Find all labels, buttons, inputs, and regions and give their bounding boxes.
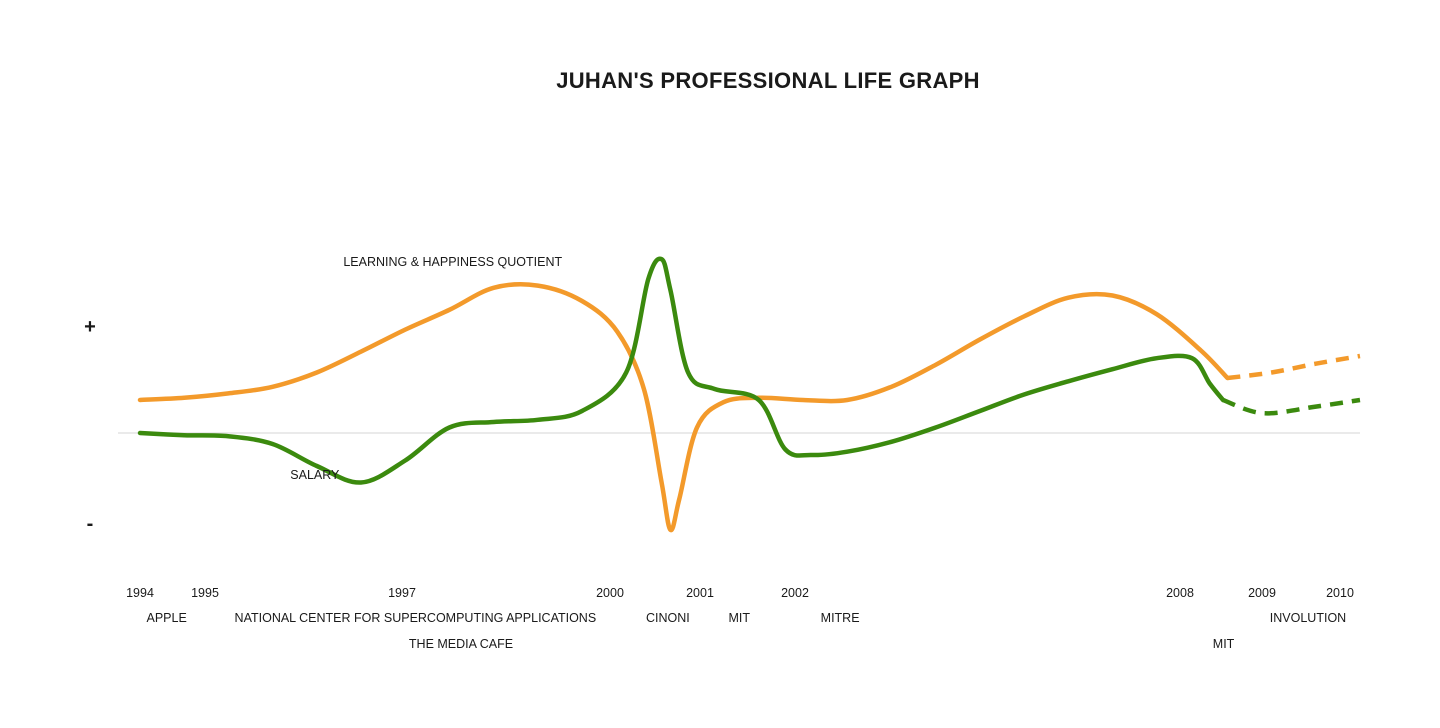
series-line-salary <box>137 256 1226 485</box>
series-line-learning-projected <box>1227 353 1361 381</box>
chart-title: JUHAN'S PROFESSIONAL LIFE GRAPH <box>556 68 980 93</box>
employer-label-7: MIT <box>1213 637 1235 651</box>
year-label-2000: 2000 <box>596 586 624 600</box>
year-label-2002: 2002 <box>781 586 809 600</box>
employer-label-2: THE MEDIA CAFE <box>409 637 513 651</box>
series-label-learning: LEARNING & HAPPINESS QUOTIENT <box>343 255 562 269</box>
year-label-1997: 1997 <box>388 586 416 600</box>
year-label-1995: 1995 <box>191 586 219 600</box>
series-line-learning <box>137 282 1230 533</box>
y-axis-plus-label: + <box>84 316 96 338</box>
series-line-salary-projected <box>1222 397 1361 416</box>
series-label-salary: SALARY <box>290 468 340 482</box>
employer-label-4: MIT <box>729 611 751 625</box>
employer-label-3: CINONI <box>646 611 690 625</box>
employer-label-6: INVOLUTION <box>1270 611 1346 625</box>
employer-label-1: NATIONAL CENTER FOR SUPERCOMPUTING APPLI… <box>235 611 597 625</box>
year-label-1994: 1994 <box>126 586 154 600</box>
year-label-2010: 2010 <box>1326 586 1354 600</box>
employer-label-0: APPLE <box>147 611 187 625</box>
year-label-2008: 2008 <box>1166 586 1194 600</box>
employer-label-5: MITRE <box>821 611 860 625</box>
year-label-2001: 2001 <box>686 586 714 600</box>
year-label-2009: 2009 <box>1248 586 1276 600</box>
y-axis-minus-label: - <box>87 513 94 535</box>
